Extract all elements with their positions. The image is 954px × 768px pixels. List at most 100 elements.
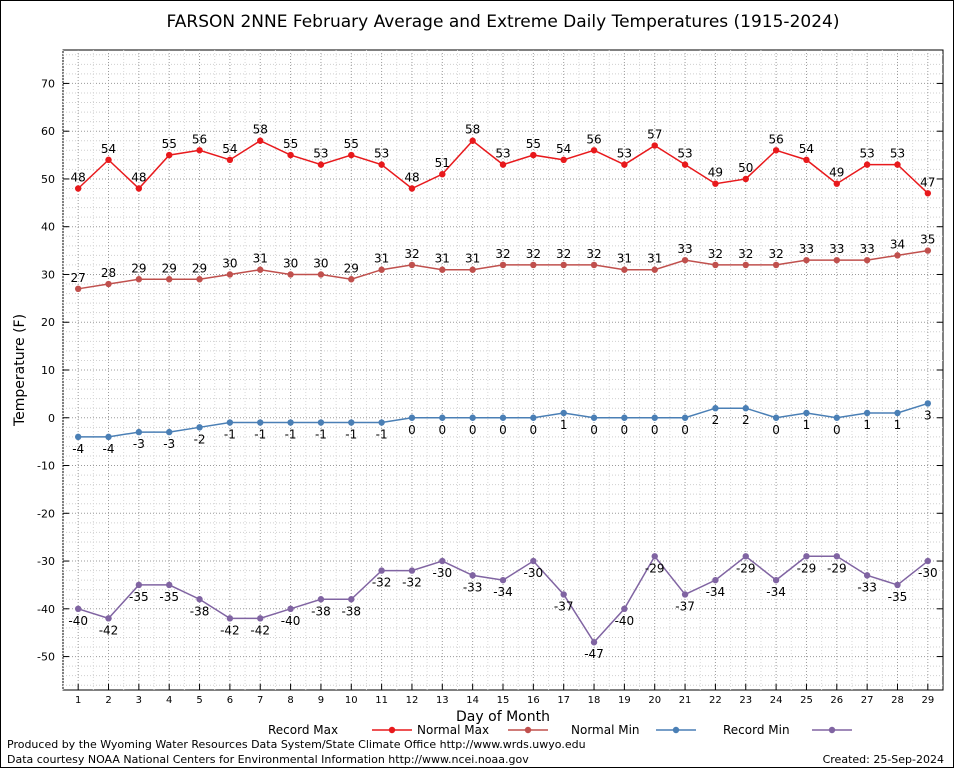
data-point (74, 285, 82, 293)
data-label: 30 (222, 256, 237, 270)
x-tick-label: 23 (739, 695, 752, 706)
data-label: 53 (890, 147, 905, 161)
data-label: 31 (617, 252, 632, 266)
data-label: 32 (738, 247, 753, 261)
data-label: 55 (344, 137, 359, 151)
data-label: 1 (560, 418, 568, 432)
data-label: 56 (586, 132, 601, 146)
data-point (499, 261, 507, 269)
data-point (287, 151, 294, 159)
data-point (287, 419, 294, 426)
data-point (378, 266, 385, 273)
data-point (651, 142, 658, 149)
y-tick-label: -40 (37, 603, 55, 616)
series-layer: 48 54 48 55 56 54 58 55 53 55 53 48 51 58 53 55 54 56 53 57… (68, 123, 937, 661)
data-label: 53 (374, 147, 389, 161)
data-label: 27 (71, 271, 86, 285)
data-point (469, 266, 476, 273)
data-label: 49 (708, 166, 723, 180)
y-axis-label: Temperature (F) (12, 314, 28, 427)
legend-label: Record Max (268, 723, 338, 737)
data-point (317, 596, 325, 603)
data-point (924, 557, 932, 565)
x-tick-label: 13 (436, 695, 449, 706)
data-point (772, 261, 780, 269)
data-label: -32 (402, 576, 422, 590)
data-label: -1 (254, 428, 266, 442)
y-tick-label: 70 (41, 77, 55, 90)
data-label: -3 (133, 437, 145, 451)
x-tick-label: 11 (375, 695, 388, 706)
data-label: 31 (253, 252, 268, 266)
data-label: -29 (736, 561, 756, 575)
data-point (226, 419, 234, 426)
data-point (105, 433, 112, 441)
data-point (894, 409, 901, 417)
data-point (863, 572, 871, 579)
x-axis-label: Day of Month (456, 709, 550, 725)
data-label: -29 (645, 561, 665, 575)
data-point (257, 266, 264, 273)
data-label: 29 (131, 261, 146, 275)
data-label: -38 (190, 604, 210, 618)
x-tick-label: 17 (557, 695, 570, 706)
data-point (560, 591, 567, 598)
data-point (257, 137, 264, 144)
data-point (378, 567, 385, 574)
data-label: -34 (493, 585, 513, 599)
data-label: 0 (408, 423, 416, 437)
data-point (590, 147, 598, 154)
data-point (166, 581, 173, 589)
data-label: 31 (465, 252, 480, 266)
x-tick-label: 4 (166, 695, 172, 706)
data-point (681, 414, 689, 421)
data-label: -40 (68, 614, 88, 628)
x-tick-label: 8 (287, 695, 293, 706)
data-label: -42 (99, 623, 119, 637)
data-point (621, 414, 628, 421)
data-point (378, 419, 385, 426)
data-label: 54 (101, 142, 116, 156)
x-tick-label: 2 (105, 695, 111, 706)
data-label: 29 (162, 261, 177, 275)
data-point (226, 271, 234, 278)
footer-produced-by: Produced by the Wyoming Water Resources … (7, 738, 586, 751)
data-label: 48 (131, 171, 146, 185)
data-point (833, 256, 840, 264)
x-tick-label: 27 (861, 695, 874, 706)
data-label: -33 (463, 580, 483, 594)
data-label: -4 (103, 442, 115, 456)
data-label: 0 (681, 423, 689, 437)
x-tick-label: 1 (75, 695, 81, 706)
data-point (530, 414, 537, 421)
data-label: 34 (890, 237, 905, 251)
data-point (651, 553, 658, 560)
data-point (348, 596, 355, 603)
y-tick-label: 60 (41, 125, 55, 138)
data-label: -29 (797, 561, 817, 575)
data-label: 32 (768, 247, 783, 261)
series-normal-min: -4 -4 -3 -3 -2 -1 -1 -1 -1 -1 -1 0 0 0 0 0 1 0 0 0 0 2 2 0 1 0 1 1 3 (72, 400, 932, 456)
x-tick-label: 20 (648, 695, 661, 706)
x-tick-label: 19 (618, 695, 631, 706)
x-tick-label: 5 (196, 695, 202, 706)
data-label: 32 (708, 247, 723, 261)
data-label: -1 (315, 428, 327, 442)
data-point (712, 261, 719, 269)
data-point (863, 161, 871, 168)
data-label: 0 (833, 423, 841, 437)
data-point (742, 175, 749, 183)
data-point (803, 553, 810, 560)
data-point (803, 156, 810, 164)
data-label: -2 (194, 432, 206, 446)
data-label: -47 (584, 647, 604, 661)
data-label: 30 (283, 256, 298, 270)
data-point (196, 596, 203, 603)
data-point (742, 553, 749, 560)
data-label: -1 (224, 428, 236, 442)
data-point (408, 414, 416, 421)
x-tick-label: 29 (921, 695, 934, 706)
data-label: 53 (859, 147, 874, 161)
data-point (712, 576, 719, 584)
x-tick-label: 10 (345, 695, 358, 706)
